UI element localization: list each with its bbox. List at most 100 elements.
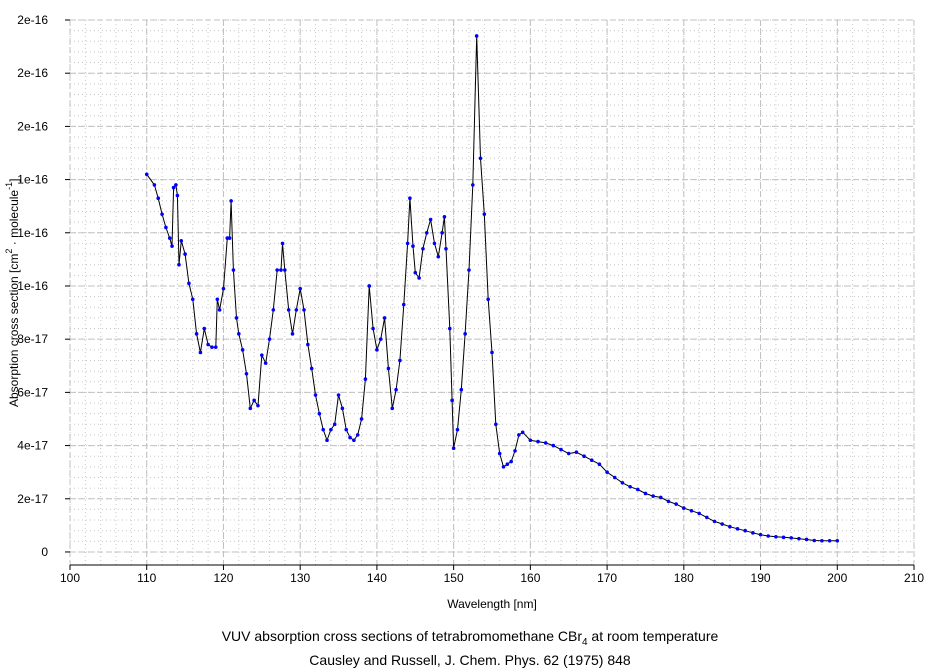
data-point	[344, 427, 349, 432]
y-tick-label: 2e-16	[17, 13, 48, 27]
data-point	[697, 511, 701, 516]
data-point	[482, 212, 487, 216]
data-point	[160, 212, 164, 216]
data-point	[164, 225, 168, 230]
data-point	[520, 430, 525, 435]
data-point	[543, 441, 548, 445]
data-point	[440, 230, 444, 235]
data-point	[394, 387, 398, 392]
data-point	[317, 411, 322, 416]
data-point	[217, 308, 222, 312]
data-point	[812, 538, 817, 543]
data-point	[651, 494, 655, 498]
y-ticks: 0 2e-17 4e-17 6e-17 8e-17 1e-16 1e-16 1e-16 2e-1…	[17, 13, 70, 559]
data-point	[302, 308, 306, 312]
data-point	[513, 449, 517, 453]
x-tick-label: 180	[674, 571, 694, 585]
data-point	[620, 481, 625, 485]
data-point	[179, 238, 184, 243]
data-point	[227, 236, 232, 240]
data-point	[509, 459, 513, 464]
data-point	[751, 531, 755, 535]
data-point	[486, 297, 490, 302]
data-point	[190, 297, 195, 302]
data-point	[183, 252, 187, 256]
data-point	[260, 353, 264, 357]
data-point	[781, 535, 786, 540]
data-point	[797, 536, 801, 541]
data-point	[643, 491, 648, 496]
x-tick-label: 210	[904, 571, 924, 585]
data-point	[309, 366, 314, 371]
data-point	[386, 366, 391, 371]
y-tick-label: 4e-17	[17, 439, 48, 453]
y-tick-label: 2e-16	[17, 66, 48, 80]
x-tick-label: 150	[444, 571, 464, 585]
data-point	[156, 196, 161, 201]
data-point	[467, 268, 471, 272]
data-point	[348, 435, 352, 440]
data-point	[478, 156, 483, 161]
data-point	[835, 538, 840, 543]
data-point	[187, 281, 191, 286]
y-tick-label: 8e-17	[17, 332, 48, 346]
data-point	[175, 193, 180, 198]
data-point	[286, 308, 291, 312]
data-point	[244, 371, 249, 376]
y-tick-label: 2e-17	[17, 492, 48, 506]
data-point	[743, 528, 747, 533]
data-point	[804, 537, 809, 542]
data-point	[306, 342, 310, 347]
data-point	[202, 326, 207, 331]
data-point	[359, 417, 364, 421]
data-point	[152, 183, 157, 187]
x-axis-label: Wavelength [nm]	[447, 597, 537, 611]
data-point	[436, 254, 441, 259]
data-point	[428, 217, 433, 222]
data-point	[237, 332, 241, 336]
data-point	[582, 454, 586, 459]
x-tick-label: 130	[290, 571, 310, 585]
data-point	[174, 183, 178, 187]
data-point	[442, 215, 447, 219]
y-tick-label: 1e-16	[17, 173, 48, 187]
data-point	[712, 519, 717, 524]
data-point	[294, 308, 299, 312]
data-point	[321, 427, 326, 432]
data-point	[221, 286, 226, 291]
data-point	[674, 502, 678, 506]
data-point	[408, 196, 412, 201]
data-point	[758, 532, 763, 537]
data-point	[659, 495, 663, 500]
data-point	[336, 393, 341, 397]
data-point	[215, 297, 220, 302]
series-markers	[144, 34, 840, 543]
data-point	[494, 422, 498, 427]
data-point	[332, 422, 337, 427]
data-point	[566, 451, 571, 456]
data-point	[329, 427, 333, 432]
data-point	[231, 268, 236, 272]
data-point	[234, 316, 239, 320]
data-point	[517, 433, 521, 437]
x-ticks: 100 110 120 130 140 150 160 170 180 190 200 210	[60, 565, 924, 585]
x-tick-label: 100	[60, 571, 80, 585]
data-point	[340, 406, 345, 411]
data-point	[450, 398, 454, 403]
data-point	[171, 185, 176, 190]
x-tick-label: 140	[367, 571, 387, 585]
y-tick-label: 2e-16	[17, 119, 48, 133]
data-point	[444, 246, 448, 251]
data-point	[355, 433, 360, 437]
data-point	[497, 451, 502, 456]
data-point	[635, 487, 640, 492]
data-point	[375, 348, 379, 352]
data-point	[820, 538, 824, 543]
data-point	[390, 406, 395, 411]
data-point	[528, 438, 533, 443]
data-point	[559, 447, 563, 452]
data-point	[774, 535, 778, 539]
data-point	[290, 332, 295, 336]
data-point	[167, 236, 172, 240]
